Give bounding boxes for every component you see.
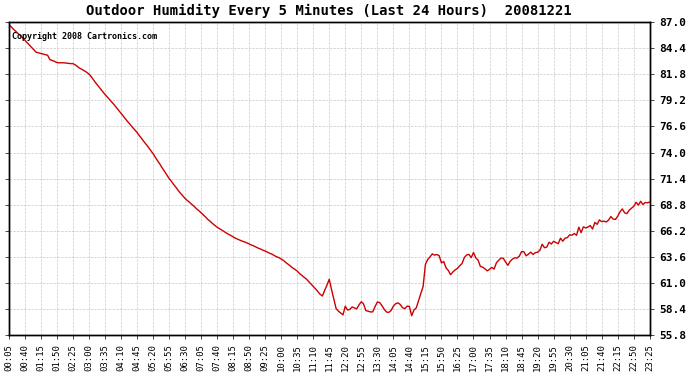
- Title: Outdoor Humidity Every 5 Minutes (Last 24 Hours)  20081221: Outdoor Humidity Every 5 Minutes (Last 2…: [86, 4, 572, 18]
- Text: Copyright 2008 Cartronics.com: Copyright 2008 Cartronics.com: [12, 32, 157, 40]
